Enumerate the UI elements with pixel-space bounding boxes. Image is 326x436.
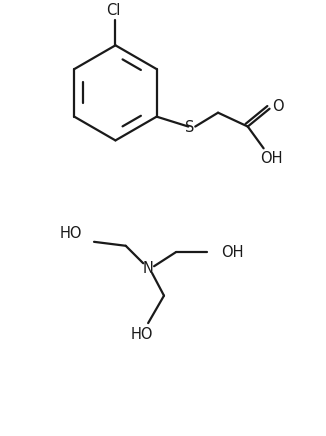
Text: S: S: [185, 120, 194, 135]
Text: Cl: Cl: [106, 3, 121, 18]
Text: OH: OH: [260, 151, 283, 166]
Text: O: O: [272, 99, 283, 114]
Text: HO: HO: [60, 226, 82, 242]
Text: HO: HO: [131, 327, 154, 343]
Text: N: N: [143, 261, 154, 276]
Text: OH: OH: [221, 245, 244, 260]
